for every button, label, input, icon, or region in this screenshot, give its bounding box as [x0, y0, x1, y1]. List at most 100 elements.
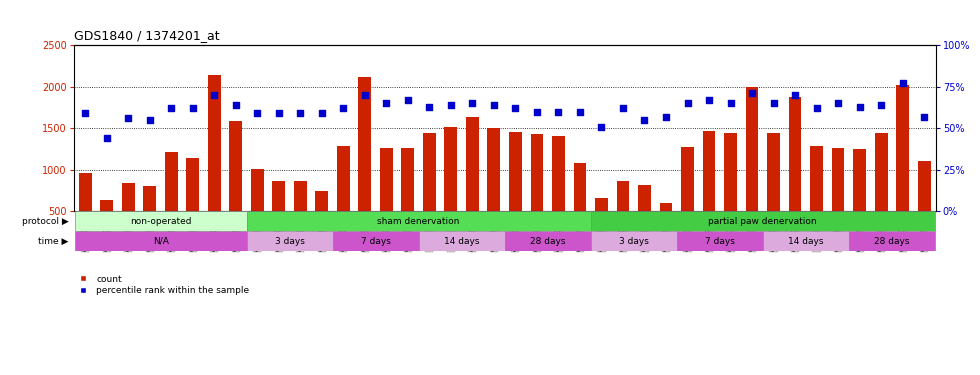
Point	[314, 110, 329, 116]
Text: 7 days: 7 days	[705, 237, 735, 246]
Point	[293, 110, 309, 116]
Point	[916, 114, 932, 120]
Bar	[247, 211, 591, 231]
Bar	[316, 191, 328, 211]
Point	[465, 100, 480, 106]
Bar	[445, 126, 458, 212]
Bar	[229, 121, 242, 211]
Text: sham denervation: sham denervation	[377, 217, 460, 226]
Point	[357, 92, 372, 98]
Bar	[896, 85, 909, 212]
Point	[615, 105, 631, 111]
Text: partial paw denervation: partial paw denervation	[709, 217, 817, 226]
Text: protocol ▶: protocol ▶	[22, 217, 69, 226]
Bar	[832, 148, 845, 211]
Point	[787, 92, 803, 98]
Bar	[530, 134, 544, 212]
Bar	[849, 231, 935, 251]
Text: N/A: N/A	[153, 237, 169, 246]
Point	[335, 105, 351, 111]
Point	[486, 102, 502, 108]
Point	[443, 102, 459, 108]
Point	[852, 104, 867, 110]
Point	[701, 97, 716, 103]
Point	[659, 114, 674, 120]
Point	[421, 104, 437, 110]
Text: 7 days: 7 days	[361, 237, 391, 246]
Bar	[74, 211, 247, 231]
Point	[594, 123, 610, 129]
Bar	[767, 133, 780, 212]
Bar	[122, 183, 135, 211]
Bar	[487, 128, 501, 211]
Bar	[466, 117, 479, 212]
Bar	[595, 198, 608, 211]
Point	[765, 100, 781, 106]
Point	[637, 117, 653, 123]
Point	[808, 105, 824, 111]
Bar	[616, 180, 629, 212]
Point	[680, 100, 696, 106]
Text: non-operated: non-operated	[130, 217, 191, 226]
Bar	[874, 133, 888, 212]
Bar	[810, 147, 823, 211]
Point	[378, 100, 394, 106]
Bar	[251, 170, 264, 211]
Bar	[186, 158, 199, 212]
Point	[271, 110, 287, 116]
Legend: count, percentile rank within the sample: count, percentile rank within the sample	[78, 274, 249, 295]
Point	[529, 108, 545, 114]
Point	[722, 100, 738, 106]
Point	[572, 108, 588, 114]
Point	[228, 102, 244, 108]
Bar	[143, 186, 156, 211]
Text: 28 days: 28 days	[874, 237, 909, 246]
Point	[895, 80, 910, 86]
Bar	[591, 211, 935, 231]
Bar	[762, 231, 849, 251]
Bar	[208, 75, 220, 211]
Text: 3 days: 3 days	[274, 237, 305, 246]
Bar	[746, 87, 759, 212]
Point	[164, 105, 179, 111]
Bar	[509, 132, 522, 212]
Bar	[573, 163, 586, 211]
Bar	[247, 231, 332, 251]
Bar	[332, 231, 418, 251]
Bar	[418, 231, 505, 251]
Bar	[337, 146, 350, 211]
Bar	[677, 231, 762, 251]
Bar	[789, 97, 802, 211]
Point	[400, 97, 416, 103]
Bar	[724, 133, 737, 212]
Point	[142, 117, 158, 123]
Bar	[359, 77, 371, 212]
Bar	[380, 148, 393, 211]
Bar	[78, 173, 92, 211]
Point	[121, 115, 136, 121]
Point	[830, 100, 846, 106]
Text: 3 days: 3 days	[618, 237, 649, 246]
Point	[207, 92, 222, 98]
Point	[551, 108, 566, 114]
Bar	[100, 200, 114, 211]
Bar	[294, 180, 307, 212]
Point	[744, 90, 760, 96]
Bar	[552, 136, 564, 212]
Text: 14 days: 14 days	[788, 237, 823, 246]
Bar	[74, 231, 247, 251]
Bar	[854, 149, 866, 211]
Point	[99, 135, 115, 141]
Bar	[402, 148, 415, 211]
Bar	[660, 203, 672, 211]
Point	[185, 105, 201, 111]
Text: time ▶: time ▶	[38, 237, 69, 246]
Point	[250, 110, 266, 116]
Bar	[165, 152, 177, 211]
Text: GDS1840 / 1374201_at: GDS1840 / 1374201_at	[74, 30, 220, 42]
Point	[873, 102, 889, 108]
Bar	[272, 182, 285, 212]
Text: 28 days: 28 days	[530, 237, 565, 246]
Bar	[681, 147, 694, 211]
Bar	[638, 185, 651, 211]
